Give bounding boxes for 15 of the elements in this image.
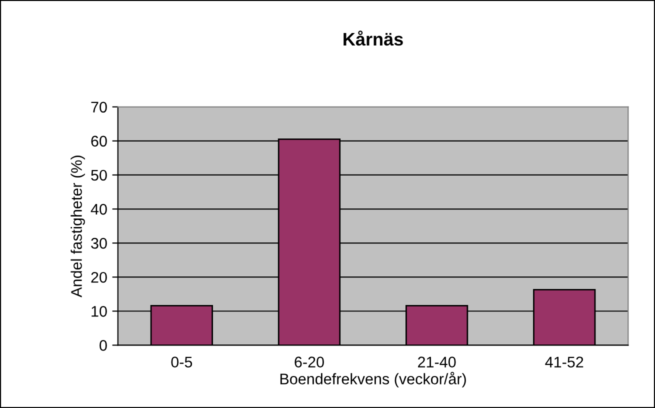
y-tick-label: 50 [91,170,107,181]
chart-title: Kårnäs [344,30,403,46]
y-tick-label: 0 [100,340,107,351]
y-tick-label: 30 [91,238,107,249]
x-tick-label: 21-40 [418,356,456,368]
x-tick-label: 41-52 [545,356,584,368]
y-tick-label: 10 [92,306,107,317]
y-tick-label: 60 [91,136,107,147]
y-tick-label: 70 [91,102,107,113]
y-axis-title: Andel fastigheter (%) [70,156,85,298]
y-tick-label: 20 [91,272,107,283]
y-tick-label: 40 [90,204,107,215]
x-tick-label: 6-20 [294,356,324,368]
x-axis-title: Boendefrekvens (veckor/år) [280,372,466,388]
x-tick-label: 0-5 [171,356,192,368]
